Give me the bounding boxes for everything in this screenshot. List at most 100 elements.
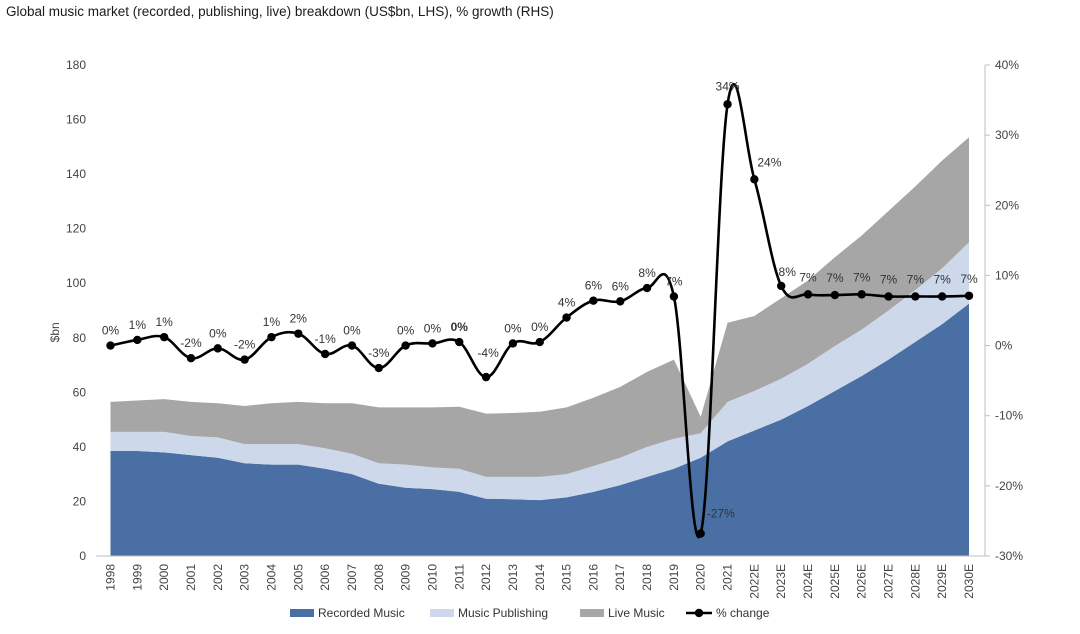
legend-label: Live Music bbox=[608, 606, 665, 620]
percent-change-point bbox=[374, 363, 383, 373]
y-tick-label: 100 bbox=[66, 276, 86, 290]
percent-change-point bbox=[642, 283, 652, 293]
legend-label: Music Publishing bbox=[458, 606, 548, 620]
x-tick-label: 2000 bbox=[157, 564, 171, 591]
y-tick-label: 0 bbox=[79, 549, 86, 563]
percent-change-point bbox=[589, 296, 598, 305]
y-axis-title: $bn bbox=[48, 322, 62, 342]
percent-change-point bbox=[750, 175, 759, 184]
percent-change-point bbox=[911, 292, 920, 301]
x-tick-label: 2015 bbox=[560, 564, 574, 591]
data-label: 0% bbox=[504, 321, 522, 335]
x-tick-label: 2018 bbox=[640, 564, 654, 591]
data-label: 7% bbox=[907, 272, 925, 286]
x-tick-label: 2022E bbox=[747, 564, 761, 599]
data-label: 0% bbox=[209, 326, 227, 340]
x-tick-label: 2011 bbox=[452, 564, 466, 590]
data-label: 7% bbox=[880, 272, 898, 286]
data-label: 1% bbox=[155, 315, 173, 329]
data-label: 1% bbox=[263, 315, 281, 329]
y-tick-label: 40 bbox=[73, 440, 87, 454]
data-label: 6% bbox=[612, 279, 630, 293]
percent-change-point bbox=[508, 339, 518, 348]
x-tick-label: 2012 bbox=[479, 564, 493, 591]
percent-change-point bbox=[830, 290, 840, 300]
x-tick-label: 2027E bbox=[882, 564, 896, 599]
x-tick-label: 2014 bbox=[533, 564, 547, 591]
percent-change-point bbox=[347, 341, 357, 350]
x-tick-label: 2023E bbox=[774, 564, 788, 599]
percent-change-point bbox=[401, 341, 410, 350]
legend: Recorded Music Music Publishing Live Music… bbox=[290, 606, 770, 620]
y2-tick-label: -20% bbox=[995, 479, 1023, 493]
chart-subtitle: Global music market (recorded, publishin… bbox=[6, 4, 554, 19]
percent-change-point bbox=[803, 290, 813, 299]
percent-change-point bbox=[159, 332, 169, 342]
data-label: 24% bbox=[757, 155, 781, 169]
percent-change-point bbox=[428, 339, 437, 348]
percent-change-point bbox=[133, 335, 142, 345]
x-tick-label: 2029E bbox=[935, 564, 949, 599]
percent-change-point bbox=[186, 353, 196, 363]
y-tick-label: 140 bbox=[66, 167, 86, 181]
data-label: 0% bbox=[343, 324, 361, 338]
x-tick-label: 2021 bbox=[721, 564, 735, 591]
data-label: 0% bbox=[424, 321, 442, 335]
percent-change-point bbox=[884, 292, 893, 301]
legend-label: % change bbox=[716, 606, 770, 620]
x-tick-label: 1998 bbox=[104, 564, 118, 591]
data-labels: 0% 1% 1% -2% 0% -2% 1% 2% -1% 0% -3% 0% 0% 0% -4% 0% 0% 4… bbox=[102, 79, 978, 520]
y2-tick-label: 0% bbox=[995, 339, 1013, 353]
data-label: 2% bbox=[290, 312, 308, 326]
percent-change-point bbox=[240, 355, 249, 364]
data-label: 7% bbox=[665, 274, 683, 288]
x-tick-label: 2009 bbox=[399, 564, 413, 591]
percent-change-line bbox=[106, 83, 974, 539]
percent-change-point bbox=[723, 100, 732, 109]
data-label: 0% bbox=[451, 320, 469, 334]
x-tick-label: 2006 bbox=[318, 564, 332, 591]
data-label: 34% bbox=[716, 79, 740, 93]
area-live-music bbox=[110, 137, 969, 477]
percent-change-point bbox=[616, 297, 625, 306]
percent-change-point bbox=[320, 349, 330, 359]
data-label: -2% bbox=[180, 336, 202, 350]
percent-change-point bbox=[535, 337, 544, 347]
data-label: -27% bbox=[707, 507, 735, 521]
data-label: 7% bbox=[799, 270, 817, 284]
data-label: -1% bbox=[314, 332, 336, 346]
area-recorded-music bbox=[110, 303, 969, 556]
data-label: 0% bbox=[102, 324, 120, 338]
legend-swatch bbox=[430, 609, 454, 617]
data-label: 8% bbox=[638, 266, 656, 280]
legend-line-marker bbox=[694, 608, 704, 618]
data-label: 8% bbox=[779, 265, 797, 279]
x-tick-label: 2002 bbox=[211, 564, 225, 591]
x-tick-label: 2025E bbox=[828, 564, 842, 599]
x-tick-label: 2019 bbox=[667, 564, 681, 591]
y-tick-label: 80 bbox=[73, 331, 87, 345]
percent-change-point bbox=[669, 292, 679, 301]
y2-tick-label: 30% bbox=[995, 128, 1019, 142]
x-tick-label: 2020 bbox=[694, 564, 708, 591]
x-tick-label: 2030E bbox=[962, 564, 976, 599]
percent-change-point bbox=[562, 313, 571, 322]
percent-change-point bbox=[294, 329, 303, 338]
y-tick-label: 20 bbox=[73, 494, 87, 508]
data-label: 7% bbox=[934, 272, 952, 286]
area-music-publishing bbox=[110, 242, 969, 501]
percent-change-point bbox=[937, 292, 947, 301]
percent-change-point bbox=[213, 344, 223, 353]
stacked-areas bbox=[110, 137, 969, 556]
x-tick-label: 2004 bbox=[264, 564, 278, 591]
y2-tick-label: 20% bbox=[995, 198, 1019, 212]
percent-change-point bbox=[964, 291, 974, 300]
y2-tick-label: -10% bbox=[995, 409, 1023, 423]
percent-change-point bbox=[777, 281, 786, 291]
x-tick-label: 1999 bbox=[130, 564, 144, 591]
data-label: -4% bbox=[477, 346, 499, 360]
percent-change-point bbox=[857, 290, 866, 299]
percent-change-point bbox=[696, 529, 705, 538]
x-tick-label: 2028E bbox=[908, 564, 922, 599]
